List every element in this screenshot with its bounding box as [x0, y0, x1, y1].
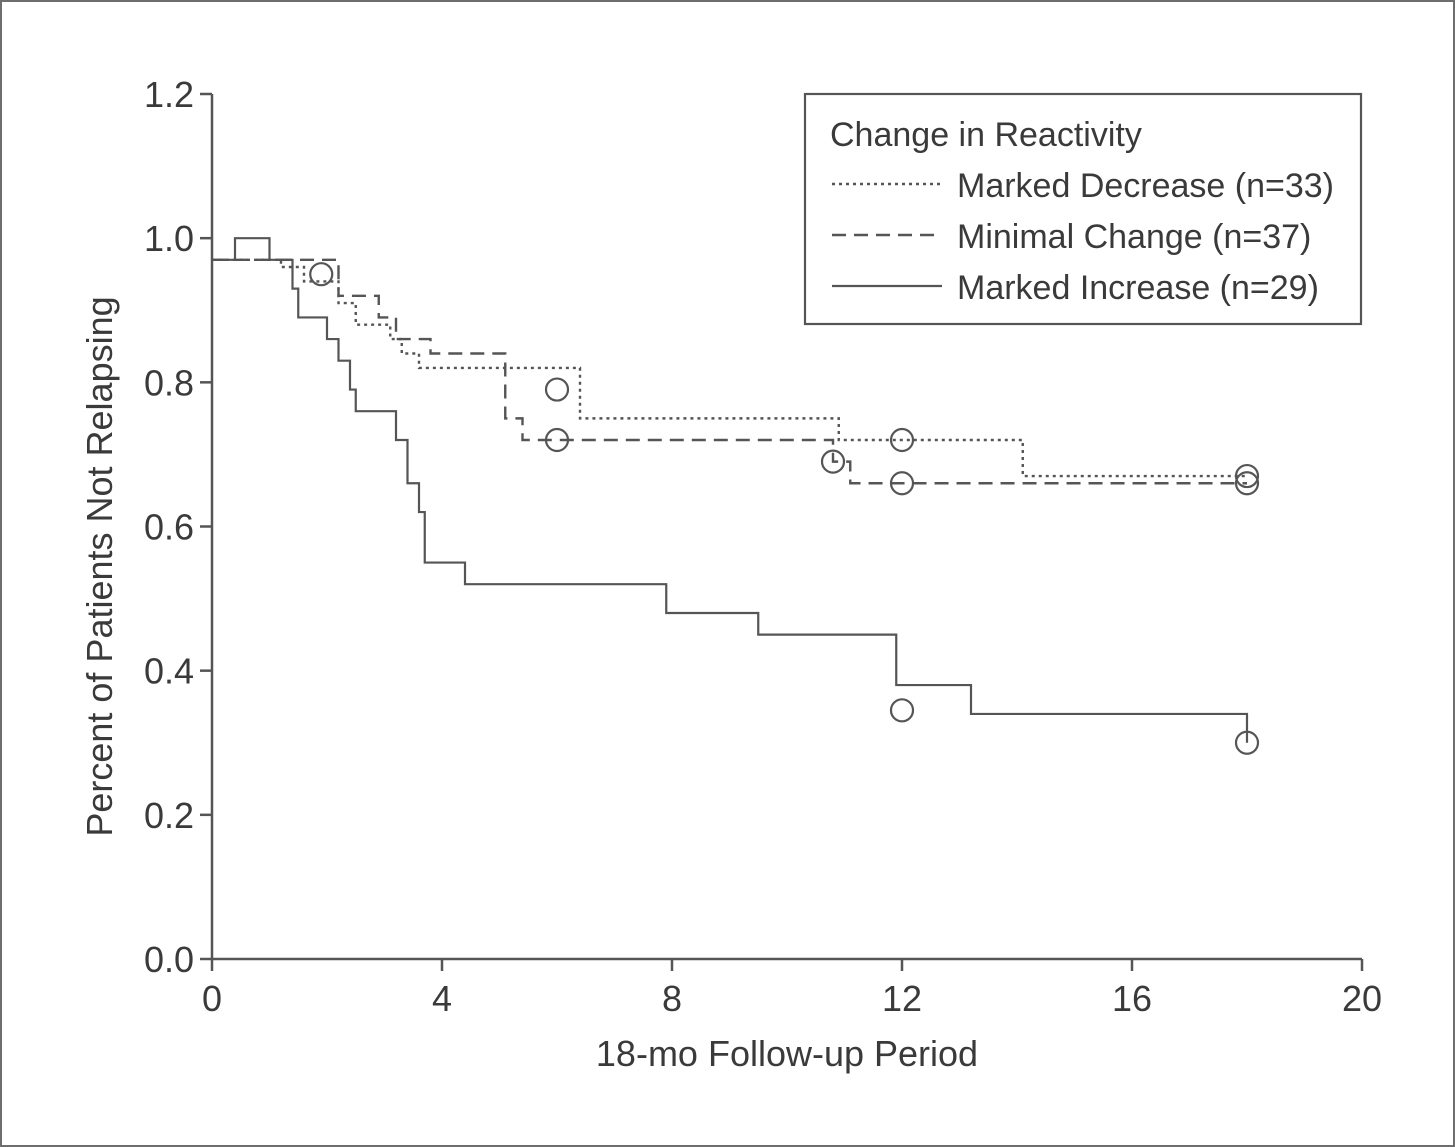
- censor-mark: [309, 262, 334, 287]
- censor-mark: [1234, 471, 1260, 496]
- x-ticks: 0 4 8 12 16 20: [202, 959, 1382, 1019]
- y-tick-label: 0.4: [144, 651, 194, 692]
- series-line: [212, 258, 1247, 485]
- x-axis-title: 18-mo Follow-up Period: [596, 1033, 978, 1074]
- series-1: [212, 258, 1260, 496]
- y-tick-label: 1.0: [144, 218, 194, 259]
- x-tick-label: 8: [662, 978, 682, 1019]
- x-tick-label: 4: [432, 978, 452, 1019]
- y-tick-label: 0.8: [144, 362, 194, 403]
- y-ticks: 0.0 0.2 0.4 0.6 0.8 1.0 1.2: [144, 74, 212, 980]
- axes: 0 4 8 12 16 20 0.0 0.2 0.4 0.6 0.8 1.0 1.2: [144, 74, 1382, 1019]
- censor-mark: [889, 427, 915, 453]
- y-tick-label: 0.6: [144, 507, 194, 548]
- series-2: [212, 237, 1260, 755]
- censor-mark: [1234, 730, 1260, 755]
- series-group: [212, 237, 1260, 755]
- censor-mark: [820, 449, 846, 474]
- censor-mark: [889, 698, 915, 723]
- y-tick-label: 0.0: [144, 939, 194, 980]
- x-tick-label: 16: [1112, 978, 1152, 1019]
- series-line: [212, 237, 1249, 743]
- legend-entry-label: Marked Decrease (n=33): [957, 167, 1334, 205]
- y-tick-label: 1.2: [144, 74, 194, 115]
- x-tick-label: 12: [882, 978, 922, 1019]
- censor-mark: [889, 471, 915, 496]
- x-tick-label: 0: [202, 978, 222, 1019]
- legend: Change in Reactivity Marked Decrease (n=…: [803, 92, 1363, 326]
- y-tick-label: 0.2: [144, 795, 194, 836]
- legend-entry-label: Minimal Change (n=37): [957, 218, 1311, 256]
- y-axis-title: Percent of Patients Not Relapsing: [79, 296, 120, 836]
- legend-title: Change in Reactivity: [830, 116, 1142, 154]
- legend-entries: Marked Decrease (n=33) Minimal Change (n=…: [832, 167, 1334, 307]
- censor-mark: [544, 377, 570, 402]
- x-tick-label: 20: [1342, 978, 1382, 1019]
- censor-mark: [1234, 463, 1260, 489]
- legend-entry-label: Marked Increase (n=29): [957, 269, 1319, 307]
- censor-mark: [544, 427, 570, 453]
- series-0: [212, 258, 1260, 489]
